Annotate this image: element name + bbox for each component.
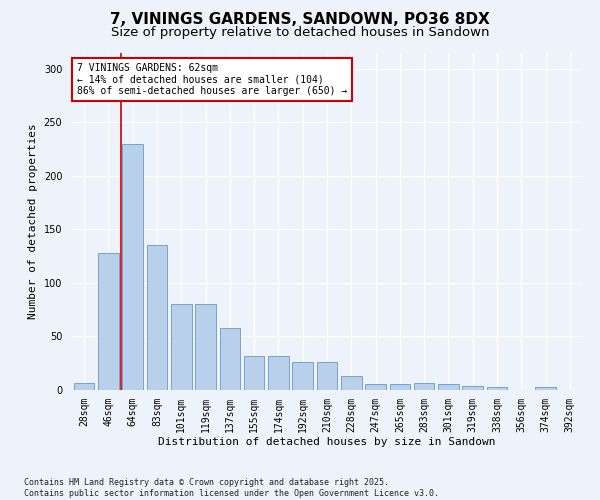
Bar <box>389 384 410 390</box>
Bar <box>317 362 337 390</box>
Bar <box>122 144 143 390</box>
Bar <box>365 384 386 390</box>
Bar <box>414 382 434 390</box>
Bar <box>341 376 362 390</box>
Text: 7, VININGS GARDENS, SANDOWN, PO36 8DX: 7, VININGS GARDENS, SANDOWN, PO36 8DX <box>110 12 490 28</box>
Y-axis label: Number of detached properties: Number of detached properties <box>28 124 38 319</box>
Text: 7 VININGS GARDENS: 62sqm
← 14% of detached houses are smaller (104)
86% of semi-: 7 VININGS GARDENS: 62sqm ← 14% of detach… <box>77 62 347 96</box>
X-axis label: Distribution of detached houses by size in Sandown: Distribution of detached houses by size … <box>158 437 496 447</box>
Bar <box>244 356 265 390</box>
Bar <box>195 304 216 390</box>
Bar <box>438 384 459 390</box>
Bar <box>171 304 191 390</box>
Text: Size of property relative to detached houses in Sandown: Size of property relative to detached ho… <box>111 26 489 39</box>
Bar <box>268 356 289 390</box>
Bar <box>98 253 119 390</box>
Bar <box>74 382 94 390</box>
Bar <box>220 328 240 390</box>
Bar <box>463 386 483 390</box>
Bar <box>292 362 313 390</box>
Bar <box>146 246 167 390</box>
Bar <box>535 387 556 390</box>
Bar <box>487 387 508 390</box>
Text: Contains HM Land Registry data © Crown copyright and database right 2025.
Contai: Contains HM Land Registry data © Crown c… <box>24 478 439 498</box>
